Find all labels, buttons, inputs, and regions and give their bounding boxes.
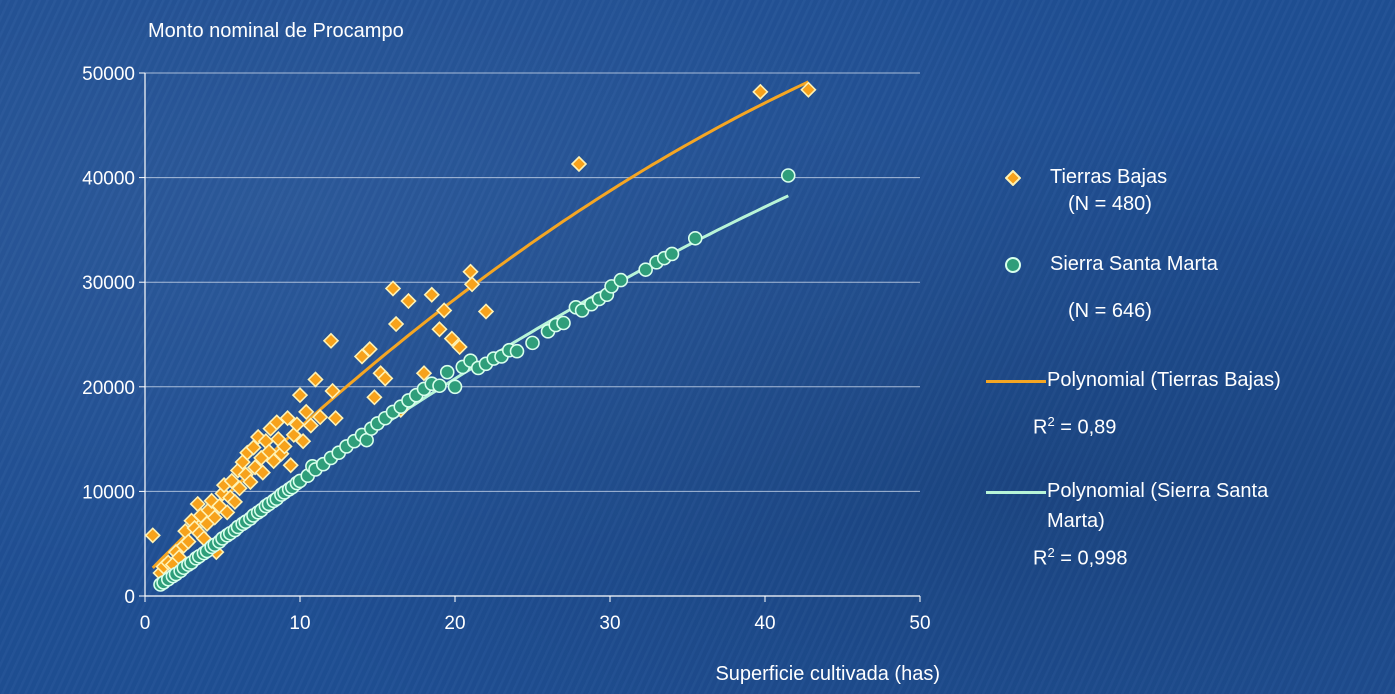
- point-tierras: [180, 533, 197, 550]
- point-tierras: [463, 276, 481, 293]
- point-tierras: [276, 438, 293, 455]
- point-tierras: [436, 302, 453, 319]
- point-tierras: [366, 389, 383, 406]
- point-sierra: [664, 246, 680, 262]
- point-tierras: [431, 321, 448, 338]
- point-sierra: [687, 230, 703, 246]
- point-tierras: [327, 410, 344, 427]
- point-tierras: [254, 464, 271, 481]
- point-tierras: [226, 493, 244, 510]
- point-tierras: [307, 371, 324, 388]
- point-sierra: [439, 364, 455, 380]
- point-tierras: [144, 527, 161, 544]
- point-tierras: [231, 480, 248, 497]
- point-tierras: [361, 341, 378, 358]
- trendline-tierras: [151, 80, 810, 569]
- point-sierra: [447, 379, 463, 395]
- point-tierras: [312, 409, 329, 426]
- x-tick-label: 40: [754, 613, 775, 634]
- point-tierras: [302, 417, 319, 434]
- point-tierras: [294, 433, 312, 450]
- point-tierras: [752, 83, 769, 100]
- y-tick-label: 20000: [82, 378, 135, 399]
- point-tierras: [206, 509, 223, 526]
- y-tick-label: 40000: [82, 169, 135, 190]
- point-tierras: [800, 81, 817, 98]
- trendline-sierra: [159, 194, 789, 586]
- point-tierras: [288, 416, 306, 433]
- point-tierras: [384, 280, 402, 297]
- x-tick-label: 30: [599, 613, 620, 634]
- axes: [139, 72, 921, 602]
- y-tick-label: 50000: [82, 64, 135, 85]
- x-tick-label: 50: [909, 613, 930, 634]
- point-tierras: [282, 457, 299, 474]
- point-tierras: [291, 387, 309, 404]
- point-tierras: [400, 292, 417, 310]
- point-tierras: [242, 473, 259, 491]
- point-tierras: [324, 382, 341, 400]
- x-tick-label: 10: [289, 613, 310, 634]
- point-tierras: [451, 338, 468, 356]
- point-sierra: [432, 378, 447, 394]
- y-tick-label: 30000: [82, 273, 135, 294]
- point-tierras: [415, 365, 433, 382]
- tick-labels: 0 10000 20000 30000 40000 50000 0 10 20 30 40 50: [82, 64, 930, 634]
- point-sierra: [780, 168, 796, 183]
- point-sierra: [556, 315, 571, 331]
- point-sierra: [638, 262, 653, 277]
- x-tick-label: 0: [140, 613, 151, 634]
- point-tierras: [377, 370, 394, 387]
- point-sierra: [613, 272, 629, 288]
- point-tierras: [423, 286, 440, 303]
- y-axis-title: Monto nominal de Procampo: [148, 20, 404, 42]
- point-tierras: [279, 410, 296, 427]
- point-tierras: [322, 332, 340, 349]
- y-tick-label: 10000: [82, 482, 135, 503]
- point-tierras: [477, 303, 495, 320]
- point-sierra: [525, 335, 540, 351]
- point-tierras: [298, 403, 315, 421]
- point-sierra: [509, 343, 525, 359]
- x-tick-label: 20: [444, 613, 465, 634]
- gridlines: [145, 72, 920, 492]
- point-tierras: [462, 263, 479, 280]
- point-tierras: [443, 330, 461, 347]
- y-tick-label: 0: [124, 587, 135, 608]
- point-tierras: [387, 315, 405, 333]
- x-axis-title: Superficie cultivada (has): [715, 663, 940, 685]
- data-points: [144, 81, 817, 592]
- point-tierras: [219, 504, 236, 521]
- point-tierras: [570, 155, 588, 173]
